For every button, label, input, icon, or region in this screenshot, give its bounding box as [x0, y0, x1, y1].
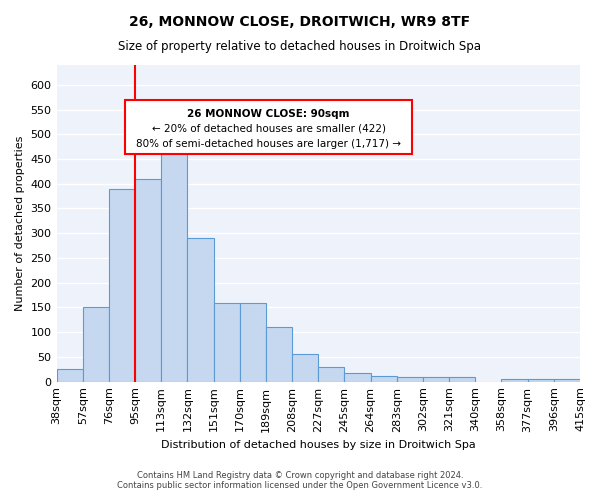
- Bar: [266, 328, 292, 382]
- Bar: [83, 308, 109, 382]
- Bar: [109, 188, 135, 382]
- Bar: [292, 354, 318, 382]
- Text: 26, MONNOW CLOSE, DROITWICH, WR9 8TF: 26, MONNOW CLOSE, DROITWICH, WR9 8TF: [130, 15, 470, 29]
- Bar: [527, 378, 554, 382]
- Bar: [397, 377, 423, 382]
- Bar: [554, 378, 580, 382]
- Text: Size of property relative to detached houses in Droitwich Spa: Size of property relative to detached ho…: [119, 40, 482, 53]
- Bar: [502, 378, 527, 382]
- Bar: [423, 377, 449, 382]
- Bar: [187, 238, 214, 382]
- Text: Contains HM Land Registry data © Crown copyright and database right 2024.
Contai: Contains HM Land Registry data © Crown c…: [118, 470, 482, 490]
- Text: ← 20% of detached houses are smaller (422): ← 20% of detached houses are smaller (42…: [152, 124, 386, 134]
- Bar: [135, 179, 161, 382]
- Bar: [344, 373, 371, 382]
- FancyBboxPatch shape: [125, 100, 412, 154]
- Text: 26 MONNOW CLOSE: 90sqm: 26 MONNOW CLOSE: 90sqm: [187, 110, 350, 120]
- Bar: [371, 376, 397, 382]
- Bar: [56, 370, 83, 382]
- Bar: [161, 130, 187, 382]
- Y-axis label: Number of detached properties: Number of detached properties: [15, 136, 25, 311]
- Bar: [318, 367, 344, 382]
- X-axis label: Distribution of detached houses by size in Droitwich Spa: Distribution of detached houses by size …: [161, 440, 476, 450]
- Text: 80% of semi-detached houses are larger (1,717) →: 80% of semi-detached houses are larger (…: [136, 140, 401, 149]
- Bar: [214, 302, 240, 382]
- Bar: [449, 377, 475, 382]
- Bar: [240, 302, 266, 382]
